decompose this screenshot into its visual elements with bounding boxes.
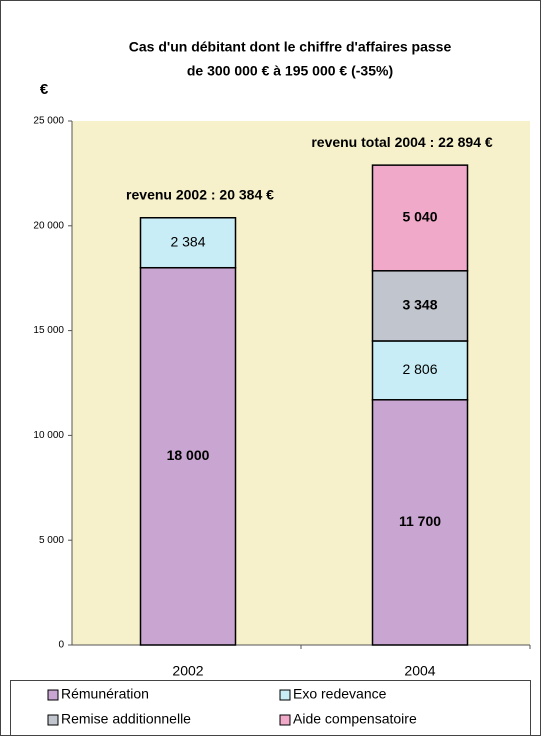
legend-label: Exo redevance <box>293 686 387 702</box>
value-label: 2 806 <box>402 361 437 377</box>
y-tick-label: 0 <box>58 640 64 651</box>
x-tick-label: 2004 <box>404 663 435 679</box>
legend-swatch <box>279 689 291 701</box>
legend-swatch <box>47 689 59 701</box>
legend-label: Remise additionnelle <box>61 711 191 727</box>
y-tick-label: 15 000 <box>33 325 64 336</box>
chart-subtitle: de 300 000 € à 195 000 € (-35%) <box>187 63 393 79</box>
legend-swatch <box>279 714 291 726</box>
legend-label: Rémunération <box>61 686 149 702</box>
annotation: revenu total 2004 : 22 894 € <box>311 134 493 150</box>
value-label: 18 000 <box>167 447 210 463</box>
value-label: 11 700 <box>399 513 441 529</box>
value-label: 2 384 <box>170 233 205 249</box>
y-tick-label: 5 000 <box>39 535 64 546</box>
chart-title: Cas d'un débitant dont le chiffre d'affa… <box>129 39 452 55</box>
y-tick-label: 10 000 <box>33 430 64 441</box>
legend-swatch <box>47 714 59 726</box>
legend-label: Aide compensatoire <box>293 711 417 727</box>
bar-segment <box>371 164 469 272</box>
bar-segment <box>139 266 237 646</box>
value-label: 3 348 <box>402 297 437 313</box>
annotation: revenu 2002 : 20 384 € <box>126 186 274 202</box>
x-tick-label: 2002 <box>172 663 203 679</box>
y-tick-label: 25 000 <box>33 116 64 127</box>
bar-segment <box>371 340 469 401</box>
bar-segment <box>139 217 237 269</box>
bar-segment <box>371 399 469 646</box>
y-axis-label: € <box>40 81 49 98</box>
legend-box <box>10 680 531 736</box>
y-tick-label: 20 000 <box>33 220 64 231</box>
bar-segment <box>371 270 469 342</box>
value-label: 5 040 <box>402 209 437 225</box>
